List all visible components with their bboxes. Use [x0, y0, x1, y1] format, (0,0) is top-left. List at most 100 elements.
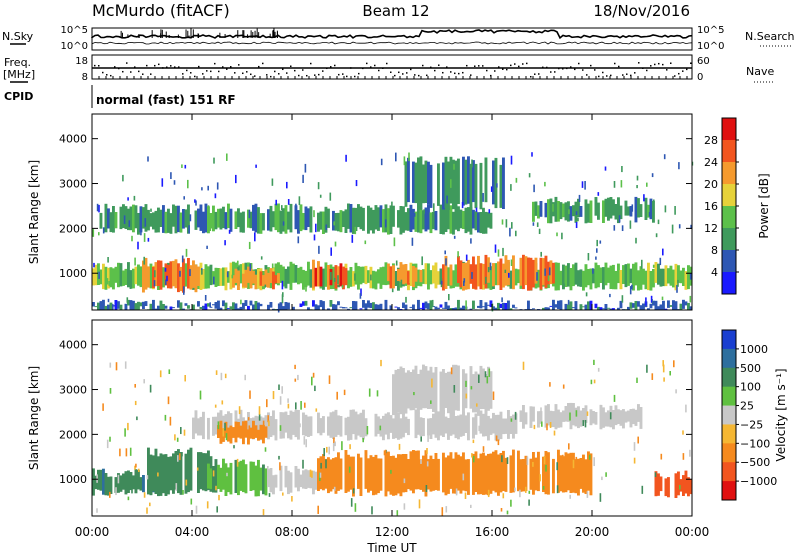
velocity-speckle — [662, 364, 665, 373]
power-band-cell — [237, 270, 240, 290]
velocity-band-cell — [397, 412, 400, 440]
nave-dot — [498, 66, 500, 68]
velocity-speckle — [556, 485, 559, 494]
power-band-cell — [469, 207, 473, 235]
power-band-cell — [509, 308, 513, 310]
velocity-speckle — [597, 367, 600, 372]
velocity-band-cell — [227, 467, 230, 493]
power-colorbar-tick-label: 16 — [704, 200, 718, 213]
velocity-speckle — [218, 494, 220, 501]
velocity-colorbar-segment — [722, 386, 736, 407]
velocity-band-cell — [274, 474, 278, 488]
power-speckle — [98, 271, 100, 279]
power-speckle — [621, 166, 623, 173]
power-band-cell — [612, 308, 615, 310]
power-band-cell — [417, 157, 420, 210]
velocity-band-cell — [412, 450, 415, 494]
nave-dot — [182, 73, 184, 75]
power-band-cell — [267, 304, 270, 310]
velocity-band-cell — [582, 408, 585, 422]
power-band-cell — [419, 307, 423, 309]
velocity-band-cell — [444, 457, 448, 496]
power-band-cell — [579, 269, 583, 287]
power-band-cell — [174, 259, 178, 289]
power-speckle — [281, 205, 283, 211]
velocity-speckle — [450, 367, 453, 375]
power-speckle — [231, 274, 234, 279]
velocity-band-cell — [244, 420, 248, 438]
power-band-cell — [257, 207, 260, 234]
nave-dot — [630, 74, 632, 77]
velocity-band-cell — [272, 410, 275, 436]
velocity-speckle — [295, 402, 297, 410]
power-band-cell — [287, 266, 290, 284]
power-band-cell — [499, 258, 503, 290]
power-band-cell — [609, 197, 613, 219]
nave-dot — [610, 74, 612, 77]
velocity-band-cell — [284, 465, 288, 488]
power-speckle — [528, 173, 531, 178]
power-band-cell — [579, 304, 583, 310]
velocity-band-cell — [564, 406, 568, 422]
velocity-band-cell — [404, 372, 408, 414]
power-band-cell — [477, 255, 480, 287]
power-band-cell — [372, 270, 375, 289]
velocity-band-cell — [252, 461, 255, 491]
velocity-band-cell — [377, 416, 380, 434]
nave-dot — [146, 64, 148, 67]
power-band-cell — [444, 207, 448, 232]
power-band-cell — [597, 306, 600, 310]
velocity-band-cell — [449, 371, 453, 414]
power-band-cell — [347, 270, 350, 289]
power-band-cell — [439, 304, 443, 308]
nave-dot — [490, 74, 492, 77]
velocity-speckle — [221, 400, 224, 405]
power-band-cell — [249, 300, 253, 306]
power-band-cell — [354, 301, 358, 310]
power-band-cell — [222, 300, 225, 307]
velocity-band-cell — [214, 416, 218, 435]
velocity-band-cell — [424, 450, 428, 497]
power-band-cell — [299, 266, 303, 284]
power-band-cell — [172, 260, 175, 287]
velocity-band-cell — [397, 454, 400, 494]
nave-dot — [494, 70, 496, 72]
power-band-cell — [482, 263, 485, 285]
nave-dot — [486, 69, 488, 72]
nave-dot — [178, 66, 180, 68]
power-band-cell — [429, 212, 433, 234]
velocity-speckle — [609, 412, 612, 420]
velocity-band-cell — [257, 459, 260, 497]
power-speckle — [393, 237, 396, 247]
power-band-cell — [444, 255, 448, 289]
power-band-cell — [512, 255, 515, 290]
velocity-band-cell — [569, 452, 573, 493]
velocity-speckle — [136, 416, 138, 421]
power-speckle — [575, 222, 578, 229]
velocity-band-cell — [264, 426, 268, 438]
velocity-speckle — [244, 374, 246, 381]
velocity-band-cell — [307, 470, 310, 488]
power-colorbar-segment — [722, 206, 736, 229]
power-band-cell — [407, 271, 410, 285]
velocity-band-cell — [544, 451, 548, 495]
power-band-cell — [314, 267, 318, 287]
nave-dot — [266, 74, 268, 76]
power-band-cell — [567, 263, 570, 287]
velocity-speckle — [124, 361, 127, 369]
velocity-band-cell — [424, 366, 428, 409]
velocity-speckle — [267, 466, 269, 473]
power-band-cell — [112, 206, 115, 233]
velocity-speckle — [501, 455, 503, 463]
velocity-speckle — [403, 503, 406, 510]
velocity-band-cell — [454, 452, 458, 494]
power-band-cell — [322, 301, 325, 310]
power-band-cell — [332, 210, 335, 231]
velocity-band-cell — [542, 456, 545, 492]
velocity-band-cell — [197, 452, 200, 493]
nave-dot — [202, 73, 204, 75]
power-speckle — [465, 254, 468, 261]
velocity-speckle — [320, 462, 322, 469]
velocity-speckle — [522, 361, 525, 370]
velocity-speckle — [601, 476, 603, 481]
